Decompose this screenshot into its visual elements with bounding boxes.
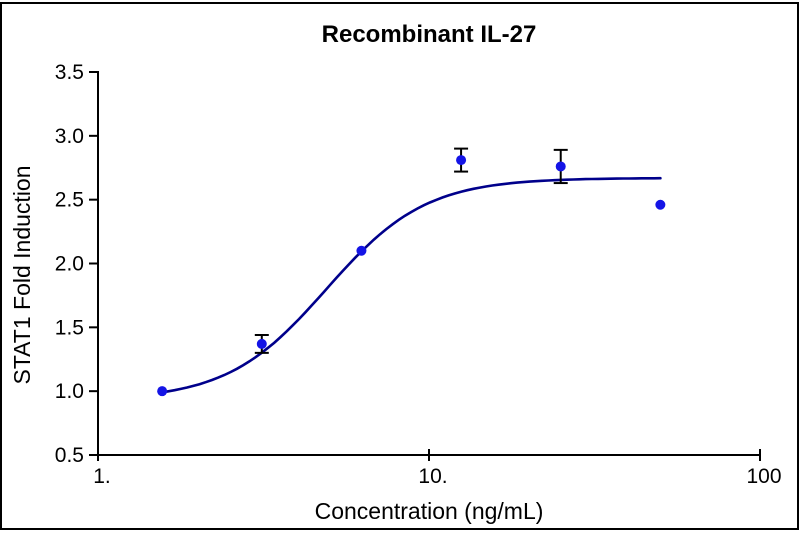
data-point [157, 386, 168, 397]
data-point [456, 155, 467, 166]
y-tick-label: 3.5 [55, 61, 84, 84]
y-tick-label: 3.0 [55, 125, 84, 148]
y-axis-label: STAT1 Fold Induction [9, 165, 35, 384]
y-tick-label: 0.5 [55, 444, 84, 467]
data-point [655, 199, 666, 210]
y-tick-label: 1.5 [55, 316, 84, 339]
data-points [157, 155, 666, 397]
x-tick-label: 1. [93, 465, 111, 488]
y-tick-label: 2.5 [55, 189, 84, 212]
chart-title: Recombinant IL-27 [322, 21, 537, 48]
x-axis-ticks: 1. 10. 100 [93, 449, 782, 488]
fit-curve [160, 176, 662, 394]
x-tick-label: 10. [418, 465, 447, 488]
axes [97, 71, 761, 456]
error-bars [254, 147, 568, 354]
x-axis-label: Concentration (ng/mL) [315, 498, 544, 524]
data-point [256, 338, 267, 349]
x-tick-label: 100 [746, 465, 781, 488]
data-point [555, 161, 566, 172]
y-axis-ticks: 0.5 1.0 1.5 2.0 2.5 3.0 3.5 [55, 61, 98, 467]
dose-response-curve [160, 176, 662, 394]
data-point [356, 245, 367, 256]
y-tick-label: 2.0 [55, 252, 84, 275]
y-tick-label: 1.0 [55, 380, 84, 403]
